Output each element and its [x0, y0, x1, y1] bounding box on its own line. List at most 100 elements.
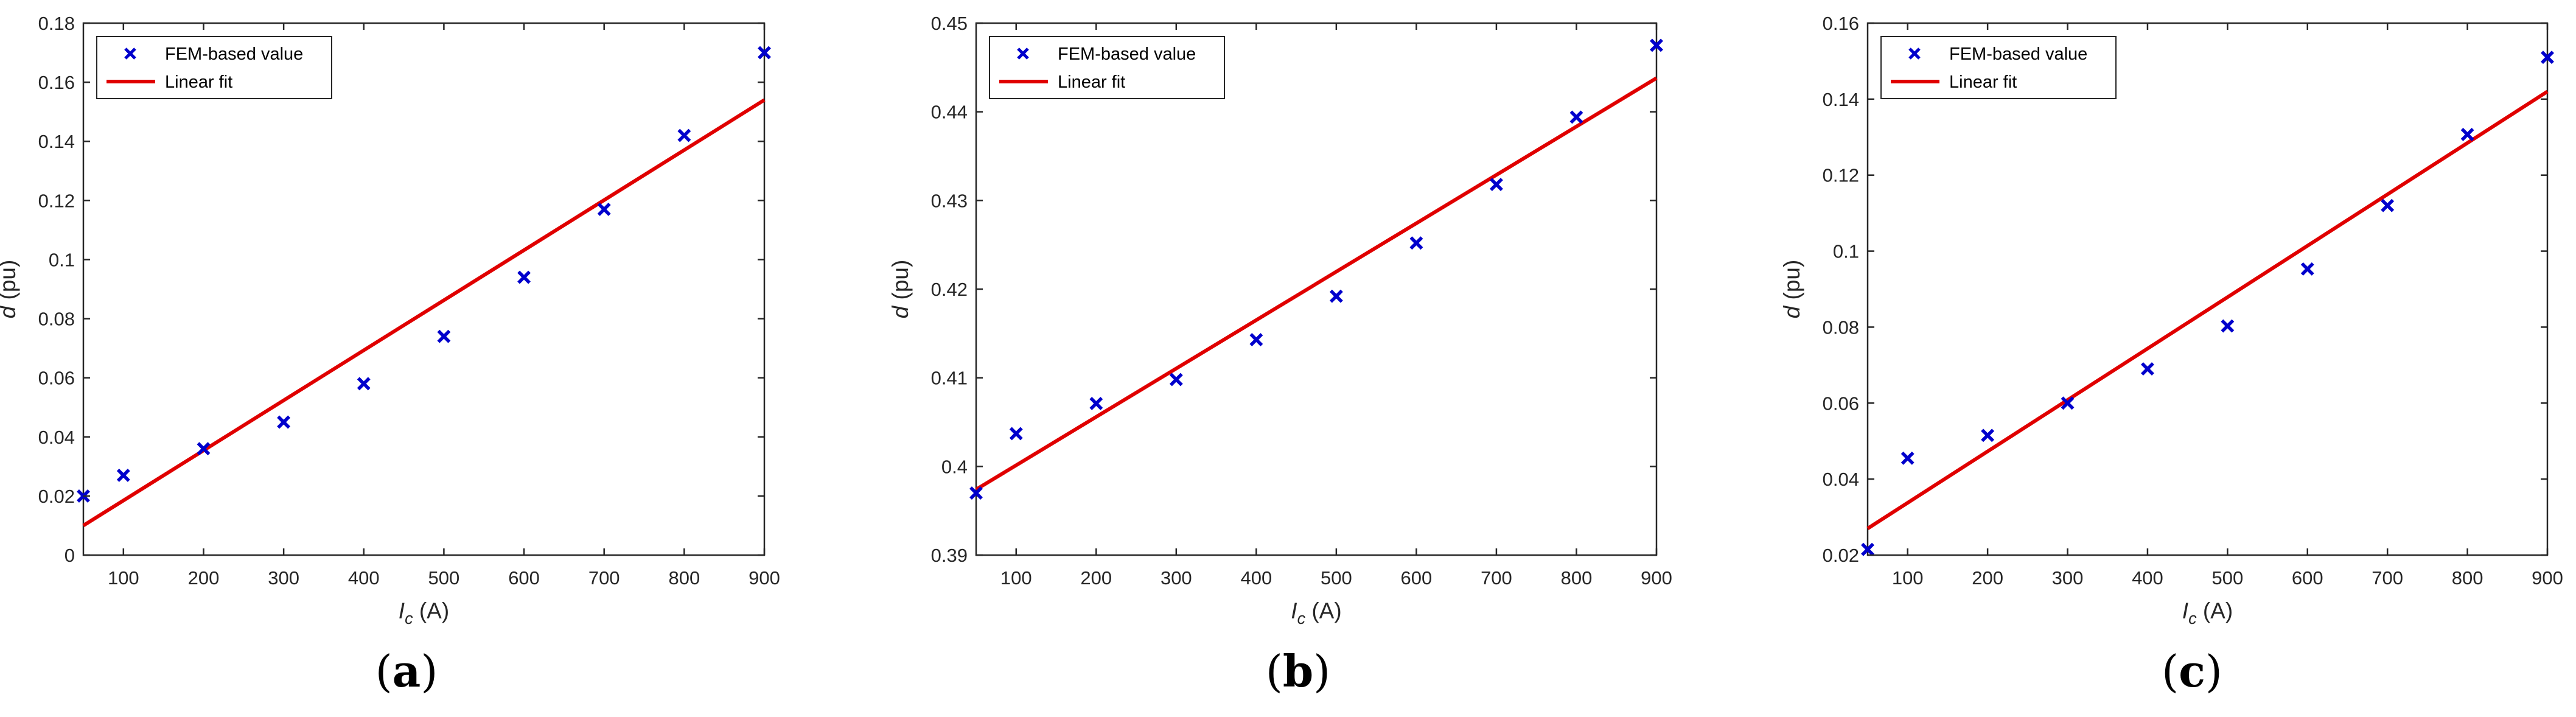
chart-c-y-tick-label: 0.04 [1823, 469, 1859, 490]
chart-a-y-tick-label: 0.04 [38, 427, 75, 448]
chart-a-legend-label-fem: FEM-based value [165, 44, 303, 64]
chart-c-y-tick-label: 0.08 [1823, 317, 1859, 338]
chart-b-legend-box [989, 36, 1225, 99]
chart-a-x-axis-label: Ic (A) [399, 598, 449, 628]
chart-a-plot-frame [82, 22, 766, 556]
chart-b-data-point [1569, 110, 1583, 124]
chart-b-data-point [1009, 427, 1023, 441]
chart-b-y-tick-label: 0.42 [931, 279, 968, 300]
chart-b-data-point [1169, 372, 1183, 386]
chart-a-legend-marker-icon [124, 47, 136, 60]
chart-b-legend-label-fem: FEM-based value [1058, 44, 1196, 64]
chart-c-x-tick-label: 500 [2211, 567, 2243, 589]
chart-a-y-tick-label: 0.06 [38, 368, 75, 389]
chart-a-x-tick-label: 900 [749, 567, 780, 589]
chart-a-y-tick-label: 0.08 [38, 309, 75, 330]
chart-c-legend-label-fem: FEM-based value [1949, 44, 2087, 64]
chart-a-legend-box [96, 36, 332, 99]
chart-b-data-point [1650, 38, 1663, 52]
chart-c-x-tick-label: 600 [2292, 567, 2323, 589]
chart-c-data-point [2221, 319, 2235, 333]
chart-a-data-point [357, 377, 371, 391]
chart-b-data-point [1329, 289, 1343, 303]
chart-a-x-tick-label: 300 [268, 567, 299, 589]
chart-b-x-tick-label: 100 [1000, 567, 1032, 589]
chart-c-data-point [2061, 396, 2075, 410]
chart-a-y-axis-label: d (pu) [0, 260, 20, 319]
chart-a-y-tick-label: 0.14 [38, 131, 75, 152]
chart-c-y-axis-label: d (pu) [1779, 260, 1804, 319]
chart-b-x-tick-label: 500 [1321, 567, 1352, 589]
panel-label-b: (b) [1265, 645, 1331, 697]
chart-c-data-point [2300, 262, 2314, 276]
chart-c-x-tick-label: 900 [2532, 567, 2563, 589]
chart-c-data-point [2140, 362, 2154, 376]
chart-b-plot-frame [975, 22, 1658, 556]
chart-c-data-point [1901, 451, 1915, 465]
chart-b-y-tick-label: 0.4 [941, 456, 968, 477]
chart-a-linear-fit-line [82, 98, 766, 527]
chart-a-data-point [277, 415, 291, 429]
panel-label-a: (a) [375, 645, 438, 697]
chart-b-x-tick-label: 900 [1641, 567, 1672, 589]
chart-a-x-tick-label: 700 [588, 567, 620, 589]
chart-a-data-point [116, 468, 130, 482]
chart-b-y-axis-label: d (pu) [888, 260, 913, 319]
chart-c-y-tick-label: 0.1 [1833, 241, 1859, 262]
chart-a: 100 200 300 400 500 600 700 800 900 0 0.02 0.04 0.06… [0, 13, 780, 628]
chart-c-x-tick-label: 400 [2132, 567, 2163, 589]
chart-c-y-tick-label: 0.12 [1823, 165, 1859, 186]
chart-b-y-tick-label: 0.41 [931, 368, 968, 389]
chart-b-x-tick-label: 700 [1481, 567, 1512, 589]
chart-c-x-tick-label: 700 [2372, 567, 2403, 589]
chart-b-data-point [1249, 333, 1263, 346]
chart-b-x-tick-label: 300 [1161, 567, 1192, 589]
chart-a-y-tick-label: 0.18 [38, 13, 75, 34]
chart-a-data-point [758, 46, 771, 60]
chart-a-legend-label-fit: Linear fit [165, 72, 232, 92]
chart-b-y-tick-label: 0.45 [931, 13, 968, 34]
chart-b-data-point [969, 486, 983, 500]
panel-label-c: (c) [2161, 645, 2223, 697]
chart-b-linear-fit-line [975, 76, 1658, 491]
chart-a-y-tick-label: 0.1 [49, 249, 75, 270]
chart-a-data-point [197, 442, 211, 456]
chart-a-x-tick-label: 500 [428, 567, 460, 589]
chart-b-x-tick-label: 600 [1401, 567, 1433, 589]
chart-b-x-tick-label: 400 [1240, 567, 1272, 589]
chart-a-x-tick-label: 800 [668, 567, 700, 589]
chart-c-y-tick-label: 0.02 [1823, 545, 1859, 566]
chart-c-legend-marker-icon [1908, 47, 1921, 60]
chart-c-legend-box [1880, 36, 2117, 99]
chart-c-data-point [2541, 51, 2554, 65]
chart-b-data-point [1409, 236, 1423, 250]
chart-b-data-point [1089, 396, 1103, 410]
chart-b-x-axis-label: Ic (A) [1291, 598, 1341, 628]
chart-b-x-tick-label: 800 [1561, 567, 1593, 589]
chart-a-x-tick-label: 400 [348, 567, 380, 589]
chart-c-data-point [1981, 428, 1995, 442]
chart-c-data-point [2381, 198, 2395, 212]
chart-a-y-tick-label: 0.16 [38, 72, 75, 93]
chart-c-data-point [1861, 542, 1874, 556]
chart-c: 100 200 300 400 500 600 700 800 900 0.02 0.04 0.06 0… [1779, 13, 2563, 628]
chart-a-x-tick-label: 100 [108, 567, 139, 589]
chart-b-data-point [1489, 178, 1503, 192]
chart-a-data-point [437, 329, 451, 343]
chart-c-x-tick-label: 300 [2052, 567, 2084, 589]
chart-c-plot-frame [1866, 22, 2549, 556]
chart-a-y-tick-label: 0.02 [38, 486, 75, 507]
chart-b-legend-marker-icon [1017, 47, 1029, 60]
chart-c-x-axis-label: Ic (A) [2182, 598, 2233, 628]
chart-c-x-tick-label: 200 [1972, 567, 2003, 589]
chart-c-x-tick-label: 800 [2452, 567, 2484, 589]
chart-a-data-point [677, 128, 691, 142]
chart-a-y-tick-label: 0.12 [38, 190, 75, 211]
chart-c-y-tick-label: 0.06 [1823, 393, 1859, 414]
chart-b-y-tick-label: 0.43 [931, 190, 968, 211]
chart-a-y-tick-label: 0 [65, 545, 75, 566]
chart-b: 100 200 300 400 500 600 700 800 900 0.39 0.4 0.41 0.… [888, 13, 1672, 628]
chart-c-data-point [2460, 127, 2474, 141]
chart-c-linear-fit-line [1866, 89, 2549, 530]
